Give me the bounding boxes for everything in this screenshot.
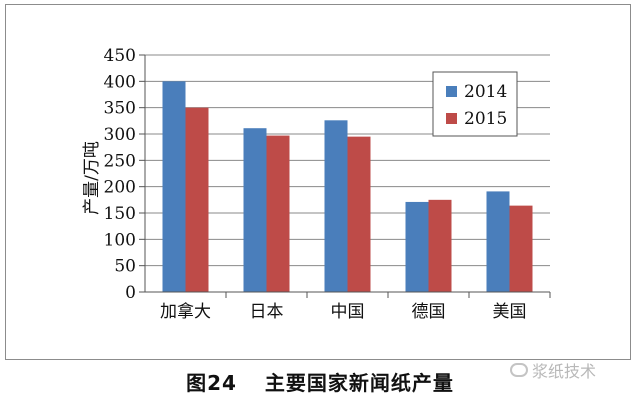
bar-2014 (324, 120, 348, 292)
legend-label: 2014 (464, 82, 507, 102)
bars (162, 81, 533, 293)
bar-2014 (243, 128, 267, 292)
watermark-text: 浆纸技术 (532, 362, 597, 381)
bar-2015 (509, 205, 533, 292)
bar-2014 (162, 81, 186, 292)
bar-2015 (266, 135, 290, 292)
watermark: 浆纸技术 (510, 358, 596, 382)
bar-2015 (347, 136, 371, 292)
y-axis-label: 产量/万吨 (82, 141, 102, 215)
figure-caption: 图24 主要国家新闻纸产量 (0, 367, 640, 396)
y-tick-label: 350 (104, 99, 136, 119)
x-tick-labels: 加拿大 日本 中国 德国 美国 (160, 301, 527, 322)
bar-2014 (405, 201, 429, 292)
y-tick-label: 300 (104, 125, 136, 145)
legend: 2014 2015 (432, 71, 518, 137)
y-tick-label: 250 (104, 151, 136, 171)
y-tick-label: 200 (104, 178, 136, 198)
legend-label: 2015 (464, 109, 507, 129)
bar-2015 (185, 107, 209, 293)
x-tick-label: 加拿大 (160, 301, 211, 322)
x-tick-label: 日本 (250, 302, 284, 322)
y-tick-label: 0 (125, 283, 136, 303)
legend-box (432, 71, 518, 137)
y-tick-label: 100 (104, 230, 136, 250)
legend-swatch (446, 86, 457, 97)
y-tick-labels: 0 50 100 150 200 250 300 350 400 450 (104, 46, 136, 303)
y-tick-label: 50 (114, 257, 136, 277)
axes (139, 54, 551, 298)
wechat-icon (510, 363, 528, 377)
bar-2014 (486, 191, 510, 292)
bar-2015 (428, 199, 452, 292)
figure-number: 图24 (186, 371, 237, 395)
chart-frame (5, 4, 631, 360)
x-tick-label: 美国 (493, 302, 527, 322)
x-tick-label: 中国 (331, 302, 365, 322)
legend-swatch (446, 113, 457, 124)
y-tick-label: 450 (104, 46, 136, 66)
y-tick-label: 400 (104, 72, 136, 92)
x-tick-label: 德国 (412, 302, 446, 322)
y-tick-label: 150 (104, 204, 136, 224)
figure-title: 主要国家新闻纸产量 (264, 371, 454, 395)
